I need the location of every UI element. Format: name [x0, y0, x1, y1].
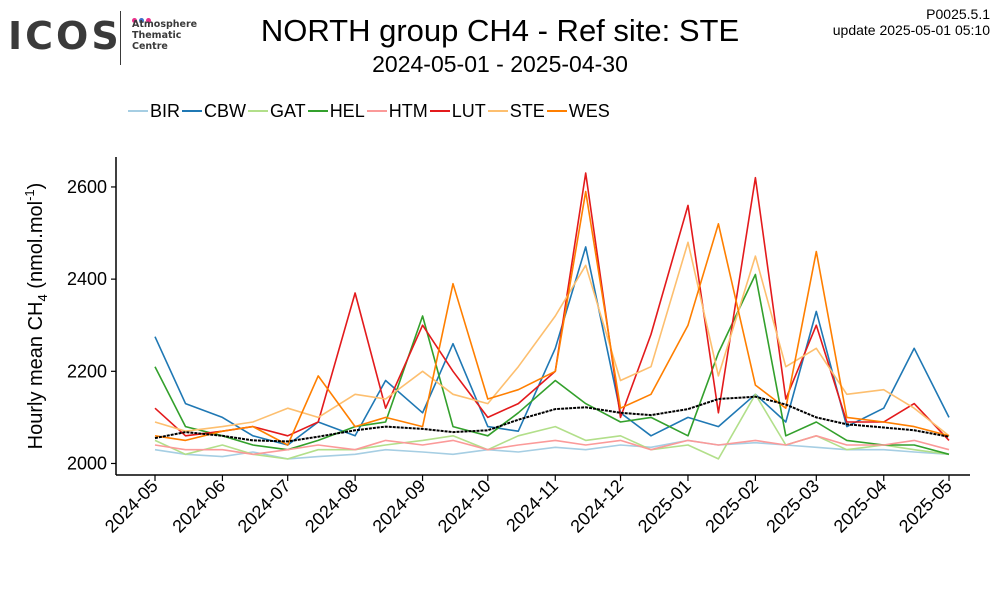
x-tick-label: 2024-08 [301, 476, 362, 537]
legend-swatch [182, 110, 203, 112]
x-tick-label: 2024-06 [168, 476, 229, 537]
y-axis-label-unit: (nmol.mol [25, 201, 47, 294]
legend-item-hel: HEL [307, 100, 365, 122]
legend-label: WES [568, 100, 610, 121]
legend-item-bir: BIR [128, 101, 180, 122]
logo-wordmark: ICOS [8, 14, 122, 58]
series-line-cbw [154, 246, 950, 446]
legend-swatch [128, 110, 148, 112]
logo-subtitle-line-2: Thematic [132, 30, 182, 41]
y-axis-label-unit-exponent: -1 [22, 189, 37, 201]
legend-swatch [366, 110, 387, 112]
logo-subtitle: Atmosphere Thematic Centre [132, 19, 197, 52]
chart-date-range: 2024-05-01 - 2025-04-30 [372, 51, 628, 77]
version-label: P0025.5.1 [926, 6, 990, 22]
logo-subtitle-line-3: Centre [132, 41, 168, 52]
y-axis-label-unit-close: ) [25, 183, 47, 190]
x-tick-label: 2024-10 [434, 476, 495, 537]
legend-swatch [248, 110, 269, 112]
update-timestamp: update 2025-05-01 05:10 [832, 22, 990, 38]
series-line-gat [154, 393, 950, 460]
chart-title: NORTH group CH4 - Ref site: STE [260, 13, 740, 48]
legend-label: STE [509, 100, 545, 121]
y-tick-label: 2000 [67, 453, 107, 473]
y-tick-label: 2200 [67, 361, 107, 381]
chart-legend: BIR CBW GAT HEL HTM LUT STE WES [128, 100, 612, 122]
legend-item-gat: GAT [248, 101, 306, 122]
legend-swatch [546, 110, 567, 112]
icos-logo: ICOS Atmosphere Thematic Centre [8, 8, 208, 68]
y-axis-label: Hourly mean CH4 (nmol.mol-1) [22, 183, 50, 450]
series-line-htm [154, 434, 950, 456]
series-line-wes [154, 190, 950, 446]
legend-label: BIR [150, 100, 181, 121]
legend-swatch [429, 110, 450, 112]
logo-divider [120, 11, 121, 65]
x-tick-label: 2025-05 [895, 476, 956, 537]
x-tick-label: 2025-03 [762, 476, 823, 537]
legend-label: GAT [270, 100, 306, 121]
x-tick-label: 2024-05 [101, 476, 162, 537]
logo-dots-icon [132, 10, 153, 28]
legend-swatch [307, 110, 328, 112]
series-line-lut [154, 172, 950, 441]
legend-item-wes: WES [546, 100, 610, 122]
x-tick-label: 2024-07 [234, 476, 295, 537]
legend-item-htm: HTM [366, 100, 428, 122]
legend-item-cbw: CBW [182, 101, 246, 122]
legend-item-lut: LUT [429, 100, 486, 122]
x-tick-label: 2024-09 [369, 476, 430, 537]
y-tick-label: 2600 [67, 177, 107, 197]
legend-label: HEL [329, 100, 365, 121]
legend-label: HTM [388, 100, 428, 121]
legend-item-ste: STE [487, 100, 545, 122]
logo-subtitle-line-1: Atmosphere [132, 19, 198, 30]
series-layer [154, 172, 950, 460]
x-tick-label: 2025-04 [830, 476, 891, 537]
series-line-ste [154, 241, 950, 437]
y-axis-label-main: Hourly mean CH [25, 302, 47, 450]
x-tick-label: 2025-01 [634, 476, 695, 537]
version-info: P0025.5.1 update 2025-05-01 05:10 [833, 6, 990, 38]
trend-line [154, 395, 950, 443]
x-tick-label: 2025-02 [701, 476, 762, 537]
y-axis-label-subscript: 4 [35, 294, 50, 301]
legend-label: CBW [204, 100, 247, 121]
y-tick-label: 2400 [67, 269, 107, 289]
x-tick-label: 2024-11 [502, 476, 562, 536]
series-line-bir [154, 439, 950, 460]
legend-swatch [487, 110, 508, 112]
x-tick-label: 2024-12 [566, 476, 627, 537]
legend-label: LUT [451, 100, 486, 121]
